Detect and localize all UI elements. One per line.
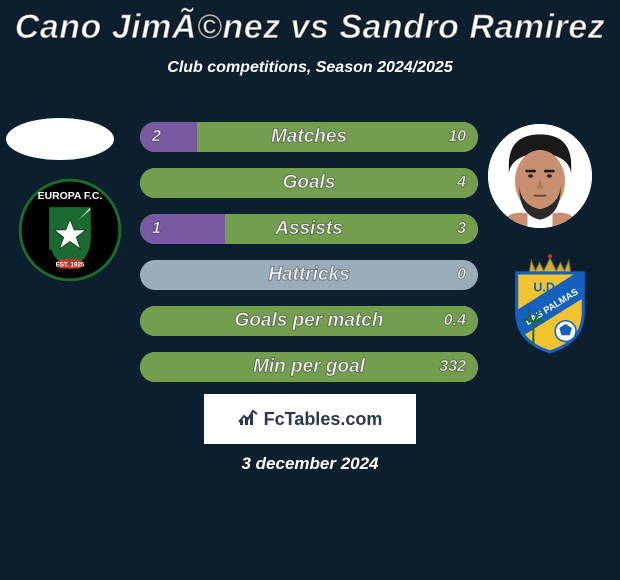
left-player-photo	[6, 118, 114, 160]
stat-label: Min per goal	[140, 356, 478, 378]
stat-row: 1 Assists 3	[140, 214, 478, 244]
page-title: Cano JimÃ©nez vs Sandro Ramirez	[0, 0, 620, 47]
right-player-photo	[488, 124, 592, 228]
stat-label: Goals per match	[140, 310, 478, 332]
page-subtitle: Club competitions, Season 2024/2025	[0, 59, 620, 77]
svg-text:EST. 1925: EST. 1925	[56, 261, 85, 268]
stat-row: Hattricks 0	[140, 260, 478, 290]
stat-label: Matches	[140, 126, 478, 148]
stats-bars: 2 Matches 10 Goals 4 1 Assists 3 Hattric…	[140, 122, 478, 398]
stat-row: Min per goal 332	[140, 352, 478, 382]
stat-right-value: 0	[457, 266, 466, 284]
stat-row: Goals per match 0.4	[140, 306, 478, 336]
brand-text: FcTables.com	[264, 409, 383, 430]
brand-box: FcTables.com	[204, 394, 416, 444]
stat-label: Assists	[140, 218, 478, 240]
stat-right-value: 10	[448, 128, 466, 146]
stat-right-value: 4	[457, 174, 466, 192]
stat-right-value: 332	[439, 358, 466, 376]
chart-icon	[238, 408, 258, 431]
svg-text:U.D.: U.D.	[533, 281, 558, 295]
svg-text:EUROPA F.C.: EUROPA F.C.	[38, 191, 103, 202]
stat-row: 2 Matches 10	[140, 122, 478, 152]
right-club-badge: LAS PALMAS U.D.	[498, 250, 602, 354]
footer-date: 3 december 2024	[0, 454, 620, 474]
stat-label: Hattricks	[140, 264, 478, 286]
comparison-infographic: Cano JimÃ©nez vs Sandro Ramirez Club com…	[0, 0, 620, 580]
stat-right-value: 0.4	[444, 312, 466, 330]
stat-row: Goals 4	[140, 168, 478, 198]
stat-right-value: 3	[457, 220, 466, 238]
left-club-badge: EUROPA F.C. EST. 1925	[18, 178, 122, 282]
stat-label: Goals	[140, 172, 478, 194]
